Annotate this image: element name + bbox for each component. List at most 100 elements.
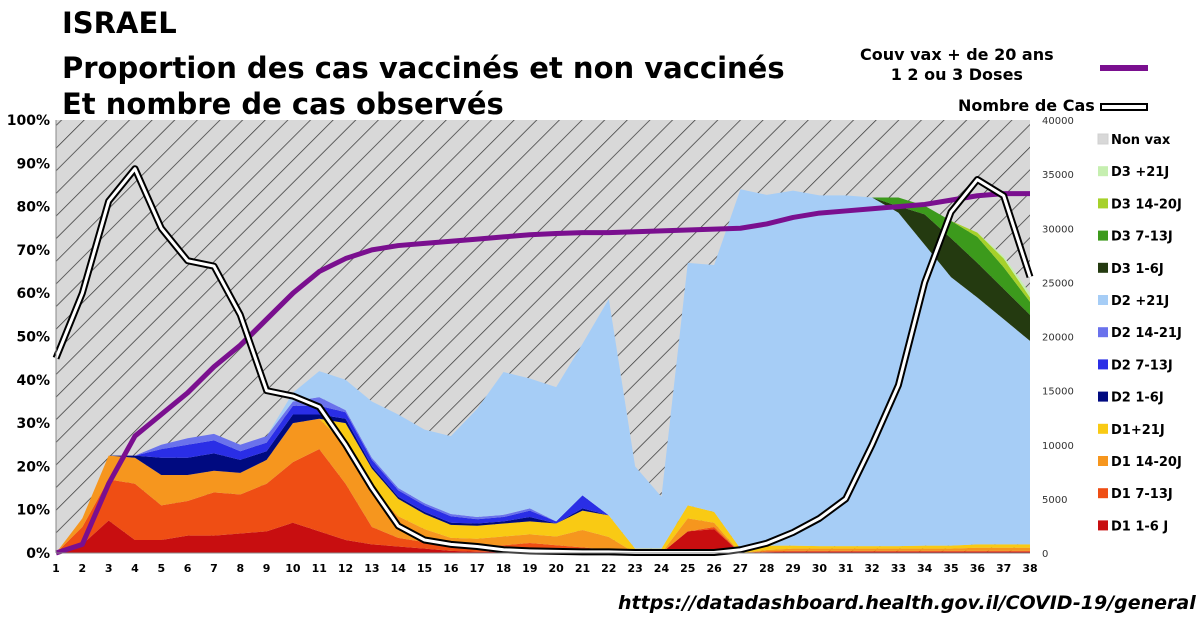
chart-title: Proportion des cas vaccinés et non vacci… (62, 51, 785, 85)
legend-label-d2-14-21: D2 14-21J (1111, 326, 1182, 341)
y-tick-right-label: 15000 (1042, 387, 1074, 398)
x-tick-label: 25 (680, 562, 695, 575)
x-tick-label: 29 (785, 562, 800, 575)
legend-swatch-d2-7-13 (1098, 359, 1108, 370)
x-tick-label: 38 (1022, 562, 1037, 575)
y-tick-left-label: 40% (16, 373, 50, 389)
y-tick-right-label: 30000 (1042, 224, 1074, 235)
area-d1-21 (56, 418, 1030, 553)
x-tick-label: 27 (733, 562, 748, 575)
legend-label-non-vax: Non vax (1111, 133, 1171, 148)
legend-swatch-d1-7-13 (1098, 488, 1108, 499)
x-tick-label: 36 (970, 562, 986, 575)
area-d1-1-6 (56, 520, 1030, 553)
legend-label-d3-14-20: D3 14-20J (1111, 197, 1182, 212)
coverage-line (55, 191, 1030, 556)
y-tick-right-label: 5000 (1042, 495, 1067, 506)
legend-label-d3-1-6: D3 1-6J (1111, 262, 1164, 277)
y-tick-left-label: 100% (7, 113, 50, 129)
legend-label-d1-14-20: D1 14-20J (1111, 455, 1182, 470)
x-tick-label: 21 (575, 562, 590, 575)
x-tick-label: 10 (285, 562, 301, 575)
y-tick-left-label: 20% (16, 459, 50, 475)
x-tick-label: 18 (496, 562, 511, 575)
x-tick-label: 35 (943, 562, 958, 575)
area-d2-21 (56, 189, 1030, 553)
legend-swatch-d1-21 (1098, 423, 1108, 434)
x-tick-label: 1 (52, 562, 60, 575)
y-tick-right-label: 35000 (1042, 170, 1074, 181)
legend-label-d2-7-13: D2 7-13J (1111, 358, 1173, 373)
coverage-legend-text: Couv vax + de 20 ans 1 2 ou 3 Doses (860, 45, 1054, 85)
x-tick-label: 2 (78, 562, 86, 575)
y-tick-left-label: 0% (26, 546, 50, 562)
cases-legend-text: Nombre de Cas (958, 96, 1095, 115)
cases-line (54, 167, 1032, 554)
chart-subtitle: Et nombre de cas observés (62, 87, 504, 121)
legend-swatch-d2-14-21 (1098, 327, 1108, 338)
legend-label-d2-1-6: D2 1-6J (1111, 391, 1164, 406)
legend-swatch-d2-21 (1098, 295, 1108, 305)
x-tick-label: 9 (263, 562, 271, 575)
x-tick-label: 6 (184, 562, 192, 575)
x-tick-label: 28 (759, 562, 774, 575)
x-tick-label: 33 (891, 562, 906, 575)
y-tick-left-label: 10% (16, 503, 50, 519)
y-tick-left-label: 80% (16, 200, 50, 216)
y-tick-right-label: 0 (1042, 549, 1048, 560)
legend-swatch-d3-7-13 (1098, 230, 1108, 241)
x-tick-label: 17 (470, 562, 485, 575)
x-tick-label: 23 (627, 562, 642, 575)
x-tick-label: 13 (364, 562, 379, 575)
coverage-legend-line2: 1 2 ou 3 Doses (890, 65, 1023, 84)
country-title: ISRAEL (62, 6, 177, 40)
legend-swatch-d2-1-6 (1098, 391, 1108, 402)
area-d1-7-13 (56, 449, 1030, 553)
legend-swatch-d3-14-20 (1098, 198, 1108, 209)
legend-label-d2-21: D2 +21J (1111, 294, 1169, 309)
x-tick-label: 7 (210, 562, 218, 575)
x-tick-label: 24 (654, 562, 670, 575)
x-tick-label: 19 (522, 562, 537, 575)
coverage-legend-line1: Couv vax + de 20 ans (860, 45, 1054, 64)
y-tick-right-label: 40000 (1042, 116, 1074, 127)
y-tick-right-label: 25000 (1042, 278, 1074, 289)
area-d3-1-6 (56, 189, 1030, 553)
y-tick-left-label: 50% (16, 330, 50, 346)
x-tick-label: 14 (391, 562, 407, 575)
x-tick-label: 30 (812, 562, 828, 575)
x-tick-label: 34 (917, 562, 933, 575)
legend-label-d1-7-13: D1 7-13J (1111, 487, 1173, 502)
x-tick-label: 4 (131, 562, 139, 575)
legend-swatch-d1-1-6 (1098, 520, 1108, 531)
x-tick-label: 16 (443, 562, 459, 575)
legend-swatch-d3-1-6 (1098, 262, 1108, 273)
y-tick-left-label: 30% (16, 416, 50, 432)
y-tick-left-label: 90% (16, 156, 50, 172)
legend-label-d1-1-6: D1 1-6 J (1111, 519, 1168, 534)
y-tick-left-label: 70% (16, 243, 50, 259)
area-d1-14-20 (56, 418, 1030, 553)
x-tick-label: 20 (549, 562, 565, 575)
x-tick-label: 32 (864, 562, 879, 575)
legend-label-d3-7-13: D3 7-13J (1111, 230, 1173, 245)
x-tick-label: 3 (105, 562, 113, 575)
legend-label-d1-21: D1+21J (1111, 423, 1165, 438)
y-tick-left-label: 60% (16, 286, 50, 302)
x-tick-label: 11 (312, 562, 327, 575)
x-tick-label: 26 (706, 562, 722, 575)
legend-swatch-non-vax (1097, 133, 1109, 145)
x-tick-label: 15 (417, 562, 432, 575)
x-tick-label: 22 (601, 562, 616, 575)
x-tick-label: 12 (338, 562, 353, 575)
legend-label-d3-21: D3 +21J (1111, 165, 1169, 180)
y-tick-right-label: 20000 (1042, 333, 1074, 344)
legend-swatch-d3-21 (1098, 166, 1108, 177)
y-tick-right-label: 10000 (1042, 441, 1074, 452)
x-tick-label: 37 (996, 562, 1011, 575)
legend-swatch-d1-14-20 (1098, 456, 1108, 466)
source-url: https://datadashboard.health.gov.il/COVI… (618, 592, 1196, 614)
x-tick-label: 5 (157, 562, 165, 575)
x-tick-label: 8 (236, 562, 244, 575)
